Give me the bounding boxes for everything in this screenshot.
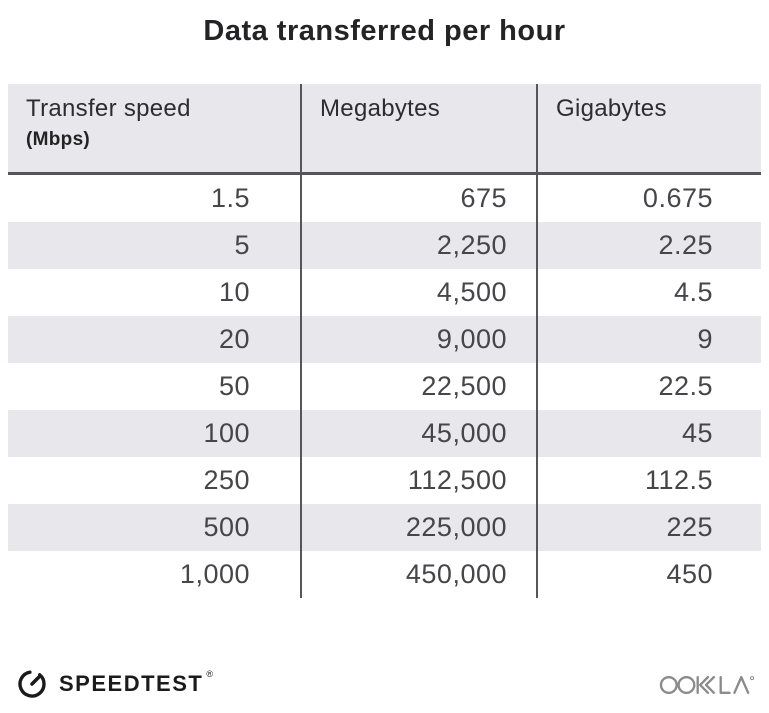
speedtest-logo: SPEEDTEST ® (14, 667, 213, 701)
ookla-logo (659, 671, 755, 697)
column-header-gigabytes: Gigabytes (538, 84, 761, 172)
table-row: 500 225,000 225 (8, 504, 761, 551)
column-header-label: Megabytes (320, 95, 441, 122)
column-header-label: Transfer speed (26, 95, 191, 122)
table-cell: 45,000 (302, 410, 538, 457)
table-row: 250 112,500 112.5 (8, 457, 761, 504)
table-cell: 10 (8, 269, 302, 316)
column-header-transfer-speed: Transfer speed (Mbps) (8, 84, 302, 172)
table-cell: 9 (697, 324, 713, 354)
table-header-row: Transfer speed (Mbps) Megabytes Gigabyte… (8, 84, 761, 175)
table-cell: 9,000 (302, 316, 538, 363)
table-row: 100 45,000 45 (8, 410, 761, 457)
table-row: 1.5 675 0.675 (8, 175, 761, 222)
page-title: Data transferred per hour (203, 15, 566, 47)
column-header-units: (Mbps) (26, 129, 91, 150)
table-body: 1.5 675 0.675 5 2,250 2.25 10 4,500 4.5 20 9,000 9 5… (8, 175, 761, 598)
table-row: 1,000 450,000 450 (8, 551, 761, 598)
table-cell: 100 (8, 410, 302, 457)
table-cell: 22,500 (302, 363, 538, 410)
table-cell: 22.5 (658, 371, 713, 401)
table-row: 20 9,000 9 (8, 316, 761, 363)
column-header-megabytes: Megabytes (302, 84, 538, 172)
table-cell: 45 (681, 418, 713, 448)
speedtest-wordmark: SPEEDTEST (59, 671, 204, 696)
table-cell: 225 (666, 512, 713, 542)
table-row: 10 4,500 4.5 (8, 269, 761, 316)
table-cell: 5 (8, 222, 302, 269)
table-cell: 450 (666, 559, 713, 589)
table-cell: 1,000 (8, 551, 302, 598)
table-row: 50 22,500 22.5 (8, 363, 761, 410)
table-cell: 250 (8, 457, 302, 504)
table-cell: 2,250 (302, 222, 538, 269)
table-cell: 450,000 (302, 551, 538, 598)
table-row: 5 2,250 2.25 (8, 222, 761, 269)
table-cell: 112.5 (644, 465, 713, 495)
table-cell: 2.25 (658, 230, 713, 260)
table-cell: 20 (8, 316, 302, 363)
column-header-label: Gigabytes (556, 95, 667, 122)
ookla-wordmark-icon (659, 675, 755, 694)
table-cell: 4,500 (302, 269, 538, 316)
speedtest-gauge-icon (18, 670, 46, 698)
table-cell: 0.675 (642, 183, 713, 213)
table-cell: 4.5 (673, 277, 713, 307)
registered-trademark-icon: ® (206, 669, 213, 679)
table-cell: 500 (8, 504, 302, 551)
data-table: Transfer speed (Mbps) Megabytes Gigabyte… (8, 84, 761, 598)
table-cell: 675 (302, 175, 538, 222)
table-cell: 1.5 (8, 175, 302, 222)
table-cell: 112,500 (302, 457, 538, 504)
table-cell: 225,000 (302, 504, 538, 551)
table-cell: 50 (8, 363, 302, 410)
footer: SPEEDTEST ® (14, 664, 755, 704)
